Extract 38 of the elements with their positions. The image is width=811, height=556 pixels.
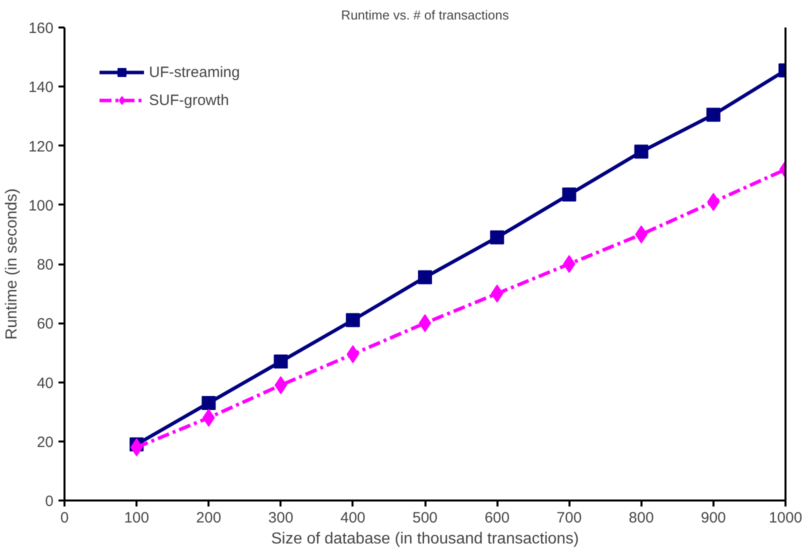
point xyxy=(634,144,648,159)
y-tick-label: 60 xyxy=(36,316,54,333)
y-axis-title: Runtime (in seconds) xyxy=(3,188,20,340)
point xyxy=(706,108,720,122)
legend-label: UF-streaming xyxy=(149,64,240,80)
point xyxy=(202,396,216,410)
point xyxy=(490,230,504,244)
x-tick-label: 400 xyxy=(340,510,366,526)
x-axis-title: Size of database (in thousand transactions) xyxy=(271,530,579,548)
point xyxy=(130,438,143,456)
x-tick-label: 600 xyxy=(484,510,510,526)
point xyxy=(346,313,360,328)
y-tick-label: 140 xyxy=(28,79,54,96)
x-tick-label: 0 xyxy=(60,510,69,526)
point xyxy=(418,270,432,284)
x-tick-label: 500 xyxy=(412,510,438,526)
point xyxy=(418,314,432,332)
x-tick-label: 700 xyxy=(556,510,582,526)
chart-title: Runtime vs. # of transactions xyxy=(341,8,510,22)
point xyxy=(562,188,576,202)
y-tick-label: 20 xyxy=(36,434,54,451)
x-tick-label: 200 xyxy=(196,510,222,526)
x-tick-label: 1000 xyxy=(768,510,802,526)
x-tick-label: 900 xyxy=(700,510,726,526)
y-tick-label: 40 xyxy=(36,374,54,392)
x-tick-label: 300 xyxy=(268,510,294,526)
y-tick-label: 0 xyxy=(45,493,54,510)
point xyxy=(707,192,720,211)
y-tick-label: 160 xyxy=(28,20,54,37)
y-tick-label: 100 xyxy=(28,197,54,214)
point xyxy=(274,354,288,369)
legend-label: SUF-growth xyxy=(149,92,230,108)
point xyxy=(346,345,360,364)
point xyxy=(490,284,504,303)
x-tick-label: 100 xyxy=(124,510,150,526)
y-tick-label: 120 xyxy=(28,138,54,156)
y-tick-label: 80 xyxy=(36,256,54,274)
x-tick-label: 800 xyxy=(628,510,654,526)
